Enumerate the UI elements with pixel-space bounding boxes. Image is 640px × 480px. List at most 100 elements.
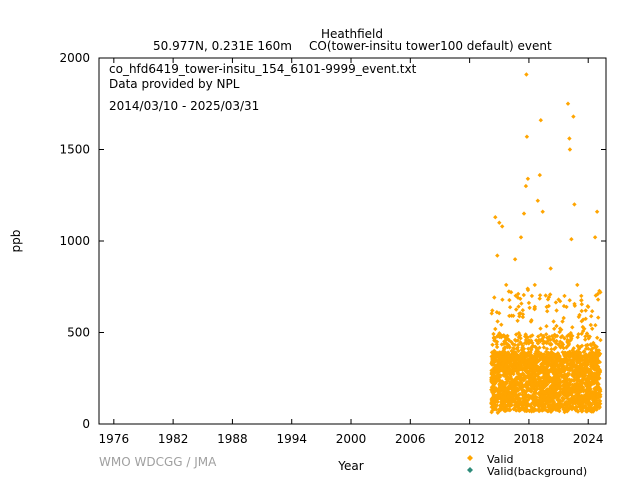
- data-point: [580, 377, 586, 383]
- data-point: [521, 371, 526, 377]
- data-point: [586, 390, 592, 396]
- data-point: [566, 357, 571, 363]
- data-point: [549, 398, 554, 404]
- data-point: [563, 353, 568, 358]
- data-point: [575, 395, 580, 400]
- data-point: [544, 374, 549, 379]
- data-point: [489, 387, 494, 392]
- data-point: [539, 365, 544, 370]
- data-point-outlier: [564, 304, 569, 310]
- data-point-outlier: [594, 209, 600, 214]
- data-point: [508, 367, 513, 373]
- data-point: [587, 334, 592, 339]
- data-point: [589, 393, 594, 398]
- data-point: [596, 315, 601, 320]
- data-point-outlier: [515, 295, 521, 300]
- data-point: [523, 393, 528, 399]
- data-point: [500, 393, 505, 399]
- data-point: [547, 376, 552, 382]
- data-point: [597, 376, 602, 381]
- data-point: [578, 389, 583, 395]
- data-point: [552, 346, 557, 352]
- data-point-outlier: [586, 304, 591, 310]
- data-point-outlier: [582, 326, 587, 332]
- data-point: [526, 375, 531, 380]
- data-point: [592, 345, 597, 350]
- data-point: [537, 403, 542, 409]
- data-point: [529, 407, 534, 412]
- data-point: [552, 361, 557, 366]
- data-point-outlier: [571, 114, 576, 119]
- data-point: [535, 398, 540, 403]
- data-point: [560, 389, 565, 395]
- data-point: [509, 361, 514, 366]
- data-point: [516, 359, 522, 365]
- data-point: [491, 353, 496, 359]
- data-point: [559, 327, 564, 332]
- data-point: [523, 332, 528, 337]
- data-point: [565, 334, 570, 339]
- data-point: [583, 316, 588, 322]
- data-point: [515, 382, 520, 387]
- data-point: [579, 302, 584, 307]
- data-point: [532, 357, 537, 362]
- y-axis-ticks: 0 500 1000 1500 2000: [59, 51, 606, 431]
- data-point: [514, 307, 519, 312]
- data-point: [556, 342, 561, 348]
- data-point: [542, 390, 547, 396]
- data-point: [584, 380, 589, 385]
- data-point: [530, 333, 535, 338]
- data-point: [504, 335, 509, 340]
- data-point: [571, 385, 576, 390]
- data-point: [572, 389, 577, 395]
- data-point: [541, 400, 546, 406]
- data-point: [542, 376, 547, 382]
- data-point: [494, 394, 499, 399]
- data-point: [507, 353, 512, 359]
- data-point: [560, 333, 565, 339]
- data-point: [491, 401, 496, 406]
- data-point: [518, 361, 523, 367]
- data-point: [548, 363, 553, 368]
- data-point: [565, 373, 571, 378]
- data-point: [551, 358, 556, 363]
- data-point-outlier: [595, 297, 601, 302]
- data-point: [572, 374, 577, 380]
- data-point: [555, 395, 560, 400]
- data-point: [516, 404, 521, 410]
- data-point: [518, 336, 523, 341]
- data-point: [516, 395, 521, 400]
- data-point: [532, 344, 538, 349]
- x-tick-label: 1988: [217, 432, 248, 446]
- data-point: [594, 407, 599, 412]
- data-point: [561, 369, 567, 374]
- x-tick-label: 2012: [454, 432, 485, 446]
- data-point: [564, 402, 569, 408]
- data-point-outlier: [518, 235, 524, 240]
- data-point: [544, 349, 549, 354]
- station-location: 50.977N, 0.231E 160m: [153, 39, 292, 53]
- data-point: [545, 335, 550, 341]
- data-point: [579, 364, 584, 370]
- data-point: [580, 374, 585, 379]
- y-axis-label: ppb: [9, 230, 23, 253]
- data-point: [560, 403, 565, 408]
- data-point: [585, 399, 590, 404]
- data-point: [557, 354, 562, 359]
- data-point: [552, 326, 557, 332]
- data-point: [520, 345, 525, 351]
- data-point-outlier: [524, 72, 529, 77]
- data-point: [541, 375, 546, 380]
- data-point: [489, 368, 495, 374]
- data-point: [555, 355, 560, 360]
- data-point: [569, 407, 575, 412]
- data-point: [543, 379, 548, 384]
- data-point: [519, 301, 524, 306]
- data-point: [503, 367, 508, 373]
- data-point: [580, 317, 586, 322]
- data-point: [561, 357, 566, 363]
- y-tick-label: 1500: [59, 143, 90, 157]
- data-point: [520, 314, 526, 320]
- data-point: [572, 382, 577, 387]
- data-point: [551, 336, 556, 341]
